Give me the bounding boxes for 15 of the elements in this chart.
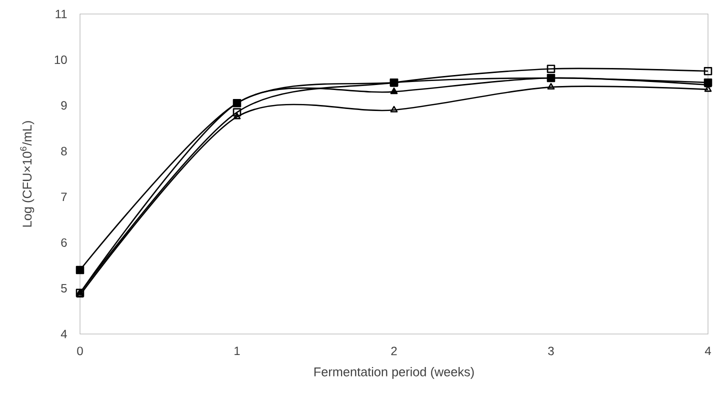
y-tick-label: 10 bbox=[54, 55, 67, 64]
y-tick-label: 11 bbox=[56, 10, 67, 18]
y-tick-label: 9 bbox=[61, 101, 67, 110]
x-tick-label: 0 bbox=[77, 346, 83, 356]
x-tick-label: 3 bbox=[548, 346, 554, 356]
y-tick-label: 4 bbox=[60, 330, 67, 338]
y-tick-label: 7 bbox=[61, 192, 67, 201]
y-tick-label: 6 bbox=[61, 238, 67, 247]
x-axis-title: Fermentation period (weeks) bbox=[314, 367, 474, 379]
y-tick-label: 8 bbox=[61, 146, 67, 156]
x-tick-label: 1 bbox=[234, 346, 240, 355]
x-tick-label: 2 bbox=[391, 346, 397, 356]
y-axis-title: Log (CFU×10$^{6}$/mL) bbox=[20, 121, 34, 227]
x-tick-label: 4 bbox=[704, 346, 711, 355]
y-tick-label: 5 bbox=[61, 284, 67, 292]
